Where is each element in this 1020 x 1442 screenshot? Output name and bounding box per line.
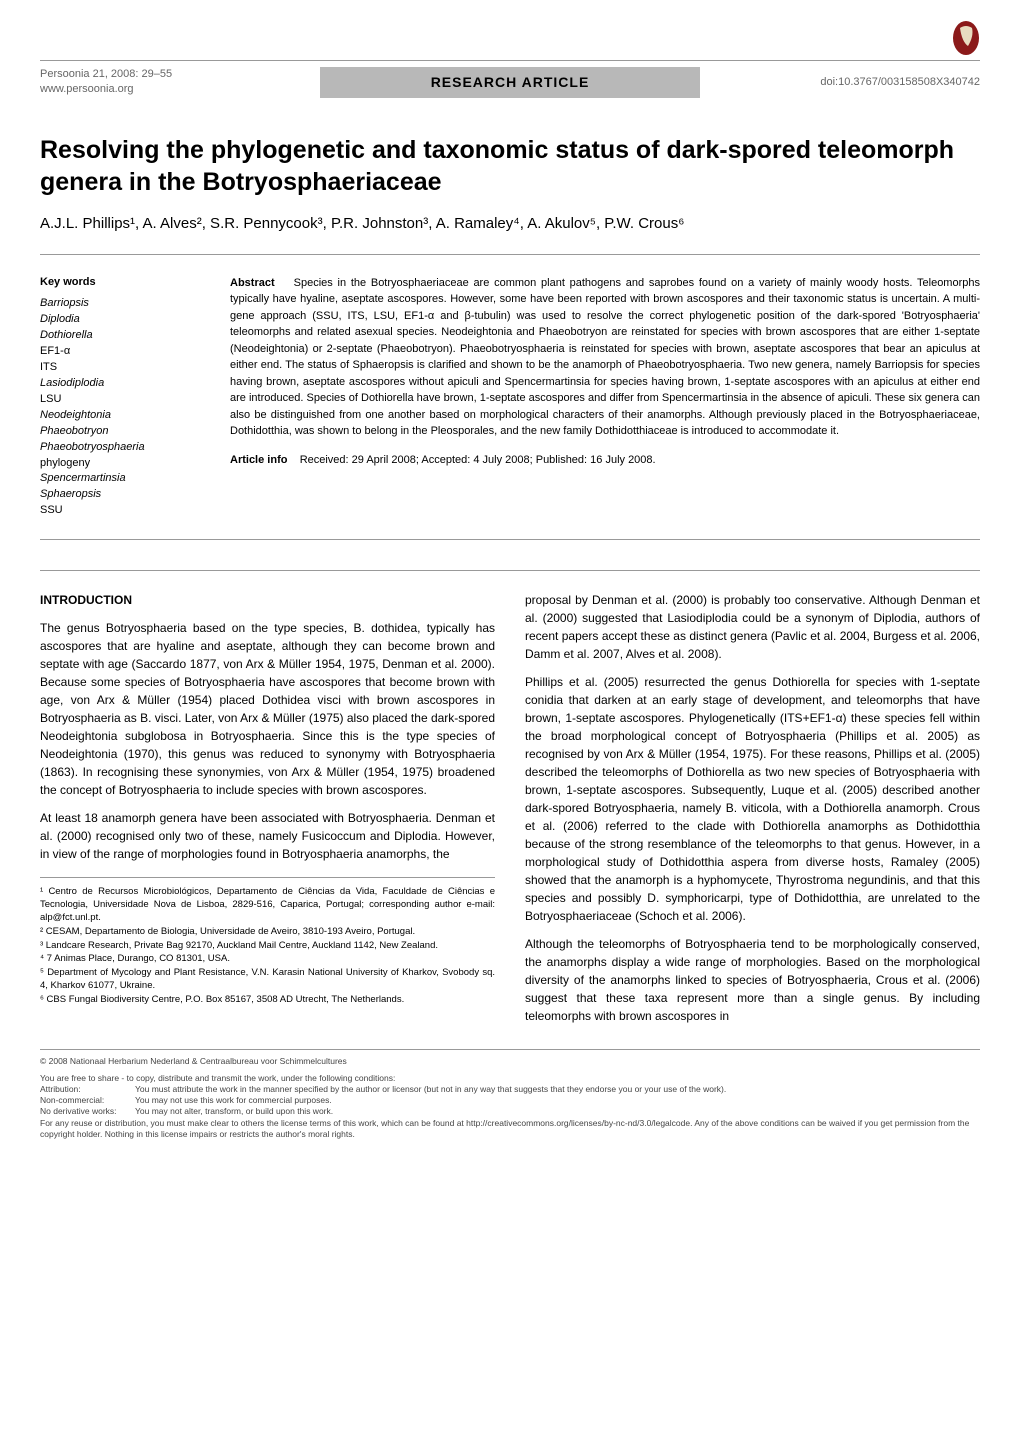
keyword-item: Neodeightonia — [40, 408, 200, 424]
intro-heading: INTRODUCTION — [40, 591, 495, 609]
keywords-column: Key words BarriopsisDiplodiaDothiorellaE… — [40, 275, 200, 520]
abstract-label: Abstract — [230, 277, 275, 289]
abstract-column: Abstract Species in the Botryosphaeriace… — [230, 275, 980, 520]
license-text: You must attribute the work in the manne… — [135, 1084, 726, 1095]
keyword-item: LSU — [40, 392, 200, 408]
left-paragraph-1: The genus Botryosphaeria based on the ty… — [40, 619, 495, 799]
article-title: Resolving the phylogenetic and taxonomic… — [40, 134, 980, 199]
journal-line: Persoonia 21, 2008: 29–55 — [40, 67, 320, 82]
header-banner: RESEARCH ARTICLE — [320, 67, 700, 99]
affiliation-item: ⁶ CBS Fungal Biodiversity Centre, P.O. B… — [40, 994, 495, 1007]
article-info-text: Received: 29 April 2008; Accepted: 4 Jul… — [300, 454, 656, 466]
doi: doi:10.3767/003158508X340742 — [700, 69, 980, 96]
affiliation-item: ³ Landcare Research, Private Bag 92170, … — [40, 940, 495, 953]
copyright: © 2008 Nationaal Herbarium Nederland & C… — [40, 1056, 980, 1067]
license-label: Non-commercial: — [40, 1095, 135, 1106]
keyword-item: Phaeobotryosphaeria — [40, 440, 200, 456]
license-rows: Attribution:You must attribute the work … — [40, 1084, 980, 1117]
right-paragraph-3: Although the teleomorphs of Botryosphaer… — [525, 935, 980, 1025]
abstract-text: Species in the Botryosphaeriaceae are co… — [230, 277, 980, 438]
header-left: Persoonia 21, 2008: 29–55 www.persoonia.… — [40, 61, 320, 104]
keyword-item: phylogeny — [40, 456, 200, 472]
right-paragraph-1: proposal by Denman et al. (2000) is prob… — [525, 591, 980, 663]
keyword-item: Lasiodiplodia — [40, 376, 200, 392]
icon-row — [0, 0, 1020, 56]
journal-icon — [952, 20, 980, 56]
license-text: You may not alter, transform, or build u… — [135, 1106, 333, 1117]
keywords-list: BarriopsisDiplodiaDothiorellaEF1-αITSLas… — [40, 296, 200, 519]
right-column: proposal by Denman et al. (2000) is prob… — [525, 591, 980, 1035]
abstract-body: Abstract Species in the Botryosphaeriace… — [230, 275, 980, 440]
left-column: INTRODUCTION The genus Botryosphaeria ba… — [40, 591, 495, 1035]
journal-url: www.persoonia.org — [40, 82, 320, 97]
license-label: Attribution: — [40, 1084, 135, 1095]
license-tail: For any reuse or distribution, you must … — [40, 1118, 980, 1140]
affiliation-item: ⁵ Department of Mycology and Plant Resis… — [40, 967, 495, 993]
affiliation-item: ¹ Centro de Recursos Microbiológicos, De… — [40, 886, 495, 924]
license-row: Attribution:You must attribute the work … — [40, 1084, 980, 1095]
keyword-item: EF1-α — [40, 344, 200, 360]
body-block: INTRODUCTION The genus Botryosphaeria ba… — [40, 570, 980, 1035]
right-paragraph-2: Phillips et al. (2005) resurrected the g… — [525, 673, 980, 925]
license-row: No derivative works:You may not alter, t… — [40, 1106, 980, 1117]
affiliations: ¹ Centro de Recursos Microbiológicos, De… — [40, 877, 495, 1006]
affiliation-item: ² CESAM, Departamento de Biologia, Unive… — [40, 926, 495, 939]
keyword-item: Sphaeropsis — [40, 487, 200, 503]
title-block: Resolving the phylogenetic and taxonomic… — [40, 104, 980, 255]
footer-block: © 2008 Nationaal Herbarium Nederland & C… — [40, 1049, 980, 1139]
keyword-item: Dothiorella — [40, 328, 200, 344]
keyword-item: Spencermartinsia — [40, 471, 200, 487]
meta-block: Key words BarriopsisDiplodiaDothiorellaE… — [40, 255, 980, 541]
share-line: You are free to share - to copy, distrib… — [40, 1073, 980, 1084]
article-info-label: Article info — [230, 454, 287, 466]
keyword-item: Diplodia — [40, 312, 200, 328]
keyword-item: ITS — [40, 360, 200, 376]
license-row: Non-commercial:You may not use this work… — [40, 1095, 980, 1106]
authors: A.J.L. Phillips¹, A. Alves², S.R. Pennyc… — [40, 213, 980, 234]
keyword-item: Phaeobotryon — [40, 424, 200, 440]
keywords-heading: Key words — [40, 275, 200, 290]
article-info: Article info Received: 29 April 2008; Ac… — [230, 452, 980, 469]
affiliation-item: ⁴ 7 Animas Place, Durango, CO 81301, USA… — [40, 953, 495, 966]
license-label: No derivative works: — [40, 1106, 135, 1117]
left-paragraph-2: At least 18 anamorph genera have been as… — [40, 809, 495, 863]
header-bar: Persoonia 21, 2008: 29–55 www.persoonia.… — [40, 60, 980, 104]
license-text: You may not use this work for commercial… — [135, 1095, 332, 1106]
keyword-item: Barriopsis — [40, 296, 200, 312]
keyword-item: SSU — [40, 503, 200, 519]
